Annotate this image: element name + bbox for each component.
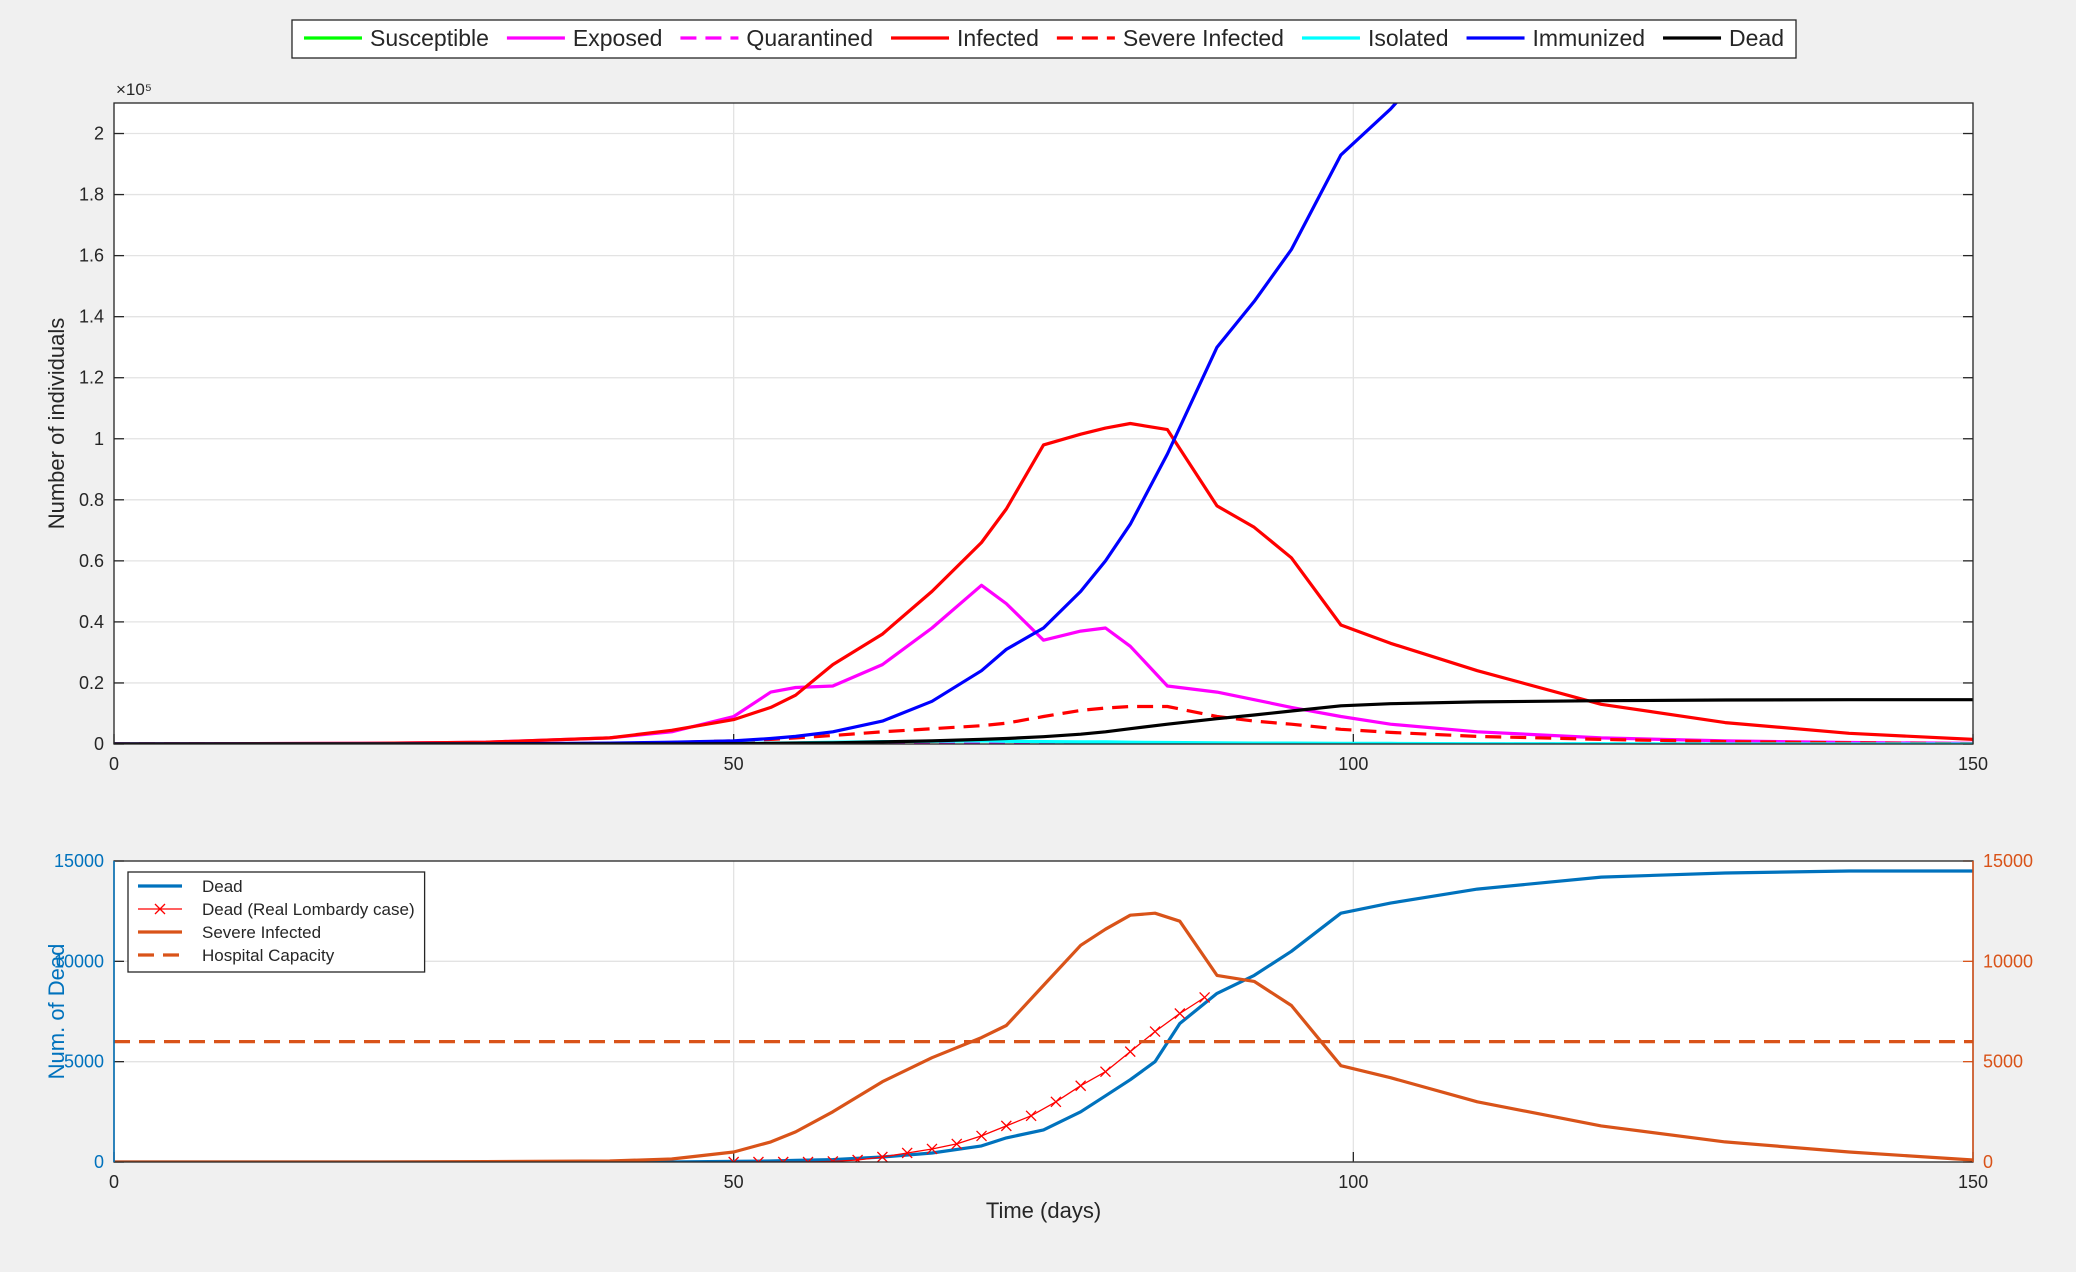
legend-label: Immunized xyxy=(1533,25,1645,51)
y-tick-label: 0.4 xyxy=(79,612,104,632)
legend-label: Exposed xyxy=(573,25,663,51)
marker xyxy=(1100,1066,1111,1078)
marker xyxy=(777,1156,789,1162)
marker xyxy=(752,1156,764,1162)
y-axis-label: Number of individuals xyxy=(44,318,69,530)
plot-lines xyxy=(114,869,1973,1162)
y-tick-label: 0.2 xyxy=(79,673,104,693)
x-tick-label: 100 xyxy=(1338,754,1368,774)
marker xyxy=(1050,1096,1062,1108)
marker xyxy=(1000,1120,1012,1132)
marker xyxy=(951,1138,963,1150)
x-tick-label: 50 xyxy=(724,754,744,774)
legend-label: Susceptible xyxy=(370,25,489,51)
x-tick-label: 100 xyxy=(1338,1172,1368,1192)
x-tick-label: 150 xyxy=(1958,1172,1988,1192)
legend-label: Dead xyxy=(202,877,243,896)
axes-box xyxy=(113,102,1974,745)
subplot: 0 50 100 150 0 0.2 0.4 0.6 0.8 1 1.2 1.4 1.6 1.8 2 ×10⁵… xyxy=(44,19,1988,774)
marker xyxy=(876,1151,888,1162)
marker xyxy=(728,1156,740,1162)
legend: Dead Dead (Real Lombardy case) Severe Infe… xyxy=(127,871,426,973)
marker xyxy=(1149,1026,1161,1038)
y2-tick-label: 10000 xyxy=(1983,951,2033,971)
marker xyxy=(1174,1008,1186,1019)
y-axis-label: Num. of Dead xyxy=(44,944,69,1080)
subplot: 0 50 100 150050001000015000050001000015000N… xyxy=(44,851,2033,1223)
x-tick-label: 150 xyxy=(1958,754,1988,774)
legend-label: Severe Infected xyxy=(202,923,321,942)
y-tick-label: 0.6 xyxy=(79,551,104,571)
series-line xyxy=(114,698,1973,744)
y-tick-label: 0.8 xyxy=(79,490,104,510)
legend-marker xyxy=(154,903,166,915)
legend-label: Dead xyxy=(1729,25,1784,51)
y-tick-label: 15000 xyxy=(54,851,104,871)
y-multiplier: ×10⁵ xyxy=(116,80,152,99)
y-tick-label: 1 xyxy=(94,429,104,449)
marker xyxy=(901,1147,913,1159)
plot-area xyxy=(114,103,1973,744)
x-tick-label: 0 xyxy=(109,1172,119,1192)
marker xyxy=(802,1156,814,1162)
series-line xyxy=(114,421,1973,744)
marker xyxy=(976,1130,987,1142)
legend-label: Hospital Capacity xyxy=(202,946,335,965)
y-tick-label: 1.6 xyxy=(79,246,104,266)
marker xyxy=(1025,1110,1037,1122)
x-tick-label: 50 xyxy=(724,1172,744,1192)
legend-label: Quarantined xyxy=(746,25,873,51)
legend-label: Isolated xyxy=(1368,25,1449,51)
legend-label: Dead (Real Lombardy case) xyxy=(202,900,415,919)
y-tick-label: 0 xyxy=(94,1152,104,1172)
marker xyxy=(1124,1046,1136,1058)
y2-tick-label: 5000 xyxy=(1983,1052,2023,1072)
y2-tick-label: 15000 xyxy=(1983,851,2033,871)
y-tick-label: 5000 xyxy=(64,1052,104,1072)
x-tick-label: 0 xyxy=(109,754,119,774)
y-tick-label: 1.2 xyxy=(79,368,104,388)
y-tick-label: 2 xyxy=(94,124,104,144)
marker xyxy=(1075,1080,1087,1092)
legend: Susceptible Exposed Quarantined Infected Sev… xyxy=(291,19,1797,59)
y-tick-label: 0 xyxy=(94,734,104,754)
marker xyxy=(852,1154,864,1162)
series-line xyxy=(114,869,1973,1162)
y-tick-label: 1.8 xyxy=(79,185,104,205)
marker xyxy=(1199,991,1211,1003)
y2-tick-label: 0 xyxy=(1983,1152,1993,1172)
marker xyxy=(926,1143,938,1155)
legend-label: Severe Infected xyxy=(1123,25,1284,51)
x-axis-label: Time (days) xyxy=(986,1198,1101,1223)
series-line xyxy=(114,911,1973,1162)
y-tick-label: 1.4 xyxy=(79,307,104,327)
legend-label: Infected xyxy=(957,25,1039,51)
y-tick-label: 10000 xyxy=(54,951,104,971)
